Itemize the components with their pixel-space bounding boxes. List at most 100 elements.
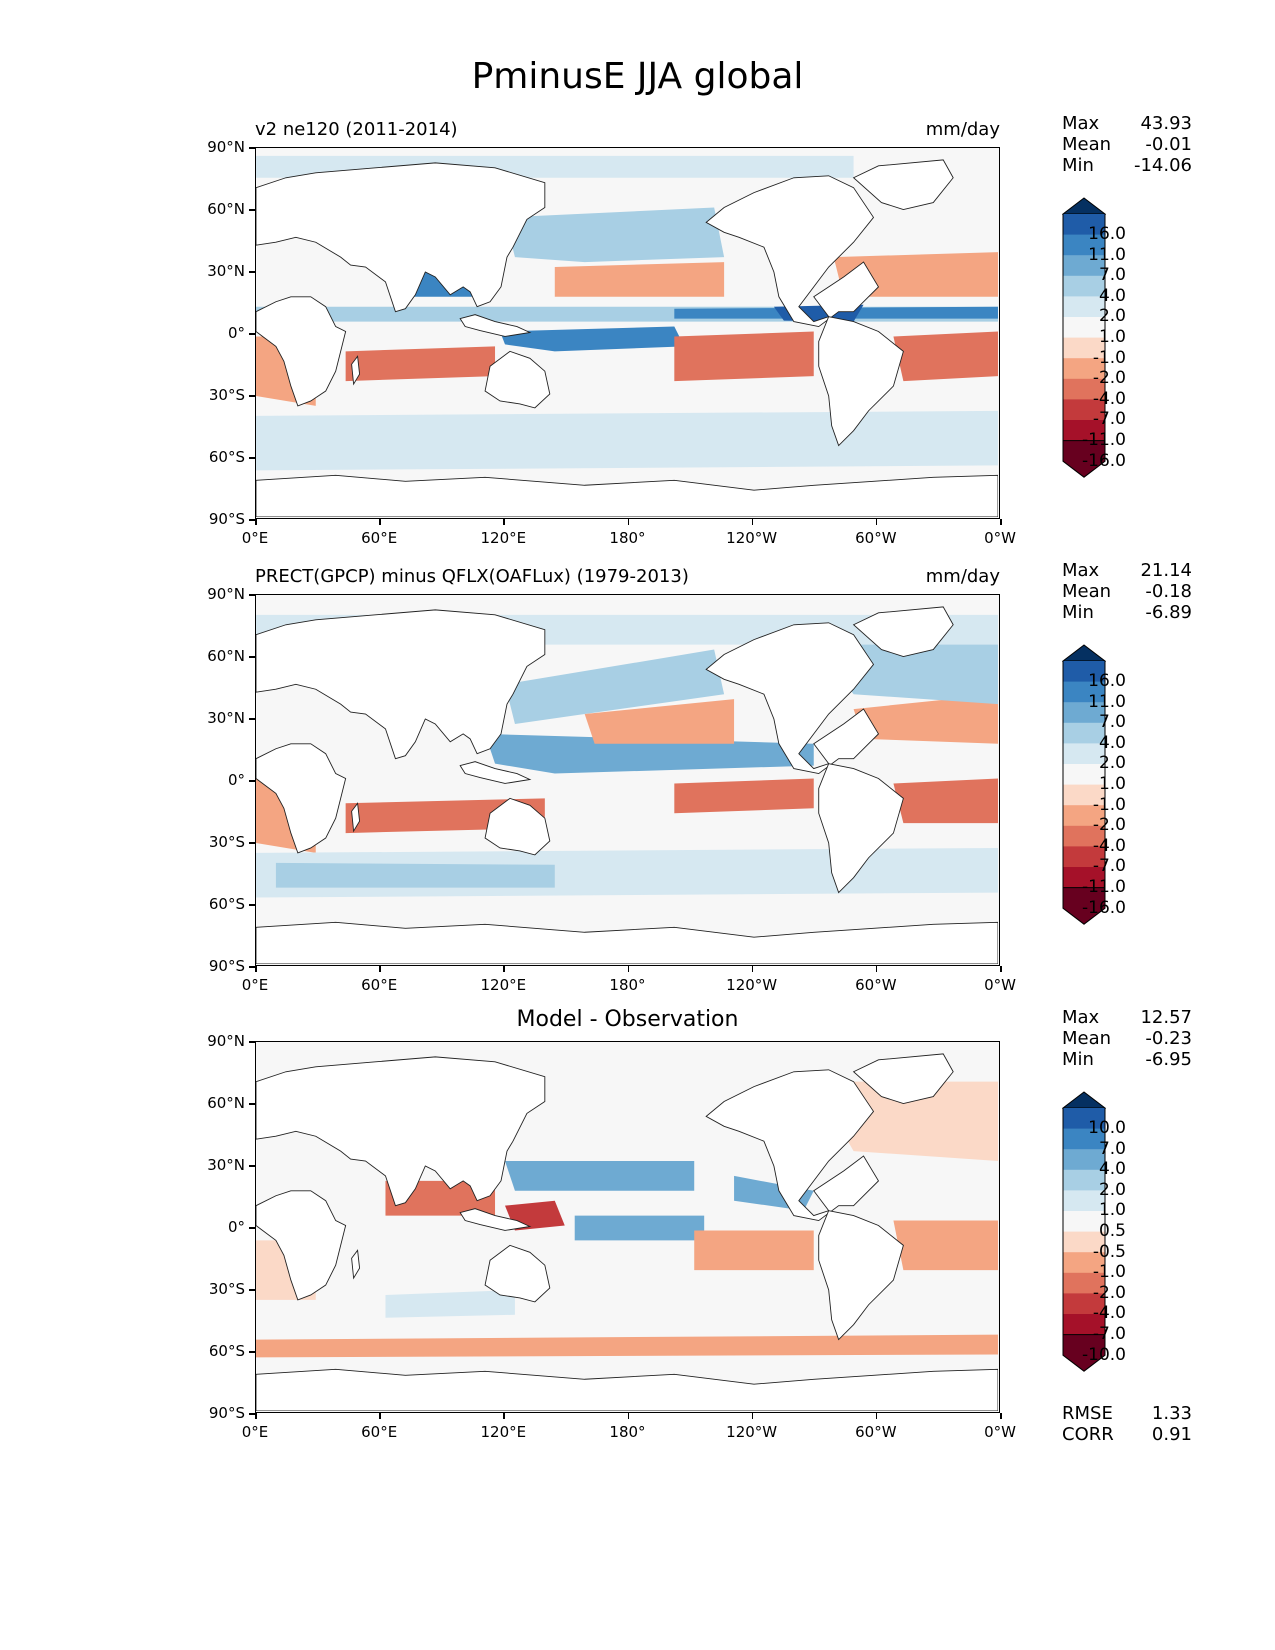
lon-label: 0°E <box>241 976 269 994</box>
lat-label: 0° <box>227 324 245 342</box>
colorbar-extend-bottom <box>1062 887 1106 925</box>
colorbar-segment <box>1063 358 1105 380</box>
colorbar-label: 11.0 <box>1088 691 1126 712</box>
lat-tick <box>249 209 255 211</box>
lat-tick <box>249 1103 255 1105</box>
colorbar-label: -7.0 <box>1092 409 1126 430</box>
field-contour <box>893 331 998 382</box>
colorbar-segment <box>1063 1252 1105 1274</box>
landmass-indonesia <box>459 314 532 337</box>
field-contour <box>345 346 496 382</box>
colorbar <box>1062 644 1106 925</box>
lon-tick <box>627 1413 629 1419</box>
lat-tick <box>249 1041 255 1043</box>
colorbar-label: -7.0 <box>1092 1324 1126 1344</box>
lat-label: 30°N <box>207 1156 245 1174</box>
lat-tick <box>249 594 255 596</box>
landmass-americasN <box>705 175 880 328</box>
lat-label: 90°S <box>208 1404 245 1422</box>
lon-tick <box>379 1413 381 1419</box>
panel-center-title: Model - Observation <box>516 1007 739 1032</box>
stat-row: Mean -0.01 <box>1062 134 1192 155</box>
colorbar-segment <box>1063 702 1105 724</box>
landmass-eurasia <box>256 162 546 313</box>
map-plot[interactable] <box>255 1041 1000 1413</box>
colorbar-segment <box>1063 1169 1105 1191</box>
colorbar-segment <box>1063 1128 1105 1150</box>
colorbar-label: 1.0 <box>1098 774 1126 794</box>
colorbar-label: -16.0 <box>1082 450 1126 471</box>
lon-tick <box>255 966 257 972</box>
panel-units: mm/day <box>925 119 1000 140</box>
landmass-indonesia <box>459 761 532 784</box>
stat-label: Min <box>1062 602 1094 623</box>
lat-tick <box>249 966 255 968</box>
lon-label: 180° <box>609 976 646 994</box>
colorbar-segment <box>1063 846 1105 868</box>
lat-tick <box>249 1413 255 1415</box>
lon-tick <box>503 1413 505 1419</box>
colorbar-label: -1.0 <box>1092 1262 1126 1283</box>
landmass-australia <box>484 797 551 856</box>
lon-label: 0°W <box>984 976 1016 994</box>
colorbar-label: -7.0 <box>1092 856 1126 877</box>
colorbar-label: 16.0 <box>1088 671 1126 691</box>
map-plot[interactable] <box>255 594 1000 966</box>
field-contour <box>893 1220 998 1271</box>
lat-label: 60°S <box>208 1342 245 1360</box>
lat-label: 30°N <box>207 709 245 727</box>
colorbar-label: -4.0 <box>1092 1303 1126 1324</box>
lon-label: 120°E <box>480 976 527 994</box>
lon-label: 60°W <box>855 976 897 994</box>
lon-label: 120°E <box>480 529 527 547</box>
colorbar-segment <box>1063 661 1105 683</box>
lat-label: 0° <box>227 1218 245 1236</box>
colorbar-extend-top <box>1062 1091 1106 1109</box>
colorbar-segment <box>1063 378 1105 400</box>
stat-value: -14.06 <box>1133 155 1192 176</box>
colorbar-segment <box>1063 1211 1105 1233</box>
landmass-indonesia <box>459 1208 532 1231</box>
lon-label: 120°W <box>726 529 778 547</box>
field-contour <box>275 862 555 888</box>
lon-tick <box>875 1413 878 1419</box>
stat-label: Max <box>1062 1007 1100 1028</box>
colorbar-label: -0.5 <box>1092 1241 1126 1262</box>
landmass-greenland <box>852 1053 954 1104</box>
colorbar-segment <box>1063 255 1105 277</box>
colorbar-segment <box>1063 1231 1105 1253</box>
stat-label: Mean <box>1062 581 1112 602</box>
landmass-americasS <box>818 316 904 447</box>
stat-label: Max <box>1062 113 1100 134</box>
field-contour <box>500 326 685 352</box>
colorbar-segment <box>1063 867 1105 889</box>
lon-label: 120°E <box>480 1423 527 1441</box>
stat-row: Min -6.89 <box>1062 602 1192 623</box>
stat-value: 43.93 <box>1140 113 1192 134</box>
lon-tick <box>255 1413 257 1419</box>
landmass-eurasia <box>256 1056 546 1207</box>
metrics-box: RMSE 1.33 CORR 0.91 <box>1062 1403 1192 1445</box>
colorbar-segment <box>1063 1314 1105 1336</box>
lon-label: 180° <box>609 529 646 547</box>
lat-tick <box>249 333 255 335</box>
panel-left-title: v2 ne120 (2011-2014) <box>255 119 458 140</box>
lon-label: 180° <box>609 1423 646 1441</box>
landmass-africa <box>256 743 347 854</box>
lon-label: 0°W <box>984 1423 1016 1441</box>
field-contour <box>893 778 998 824</box>
field-contour <box>256 1334 998 1358</box>
lon-tick <box>503 966 505 972</box>
lon-label: 60°E <box>361 976 398 994</box>
lat-label: 60°S <box>208 448 245 466</box>
field-contour <box>694 1230 814 1271</box>
colorbar-frame <box>1062 661 1106 888</box>
lat-label: 60°N <box>207 647 245 665</box>
lat-label: 30°N <box>207 262 245 280</box>
colorbar <box>1062 1091 1106 1372</box>
lon-tick <box>627 966 629 972</box>
stat-label: Min <box>1062 155 1094 176</box>
colorbar-label: 0.5 <box>1098 1221 1126 1241</box>
map-plot[interactable] <box>255 147 1000 519</box>
metric-value: 1.33 <box>1151 1403 1192 1424</box>
